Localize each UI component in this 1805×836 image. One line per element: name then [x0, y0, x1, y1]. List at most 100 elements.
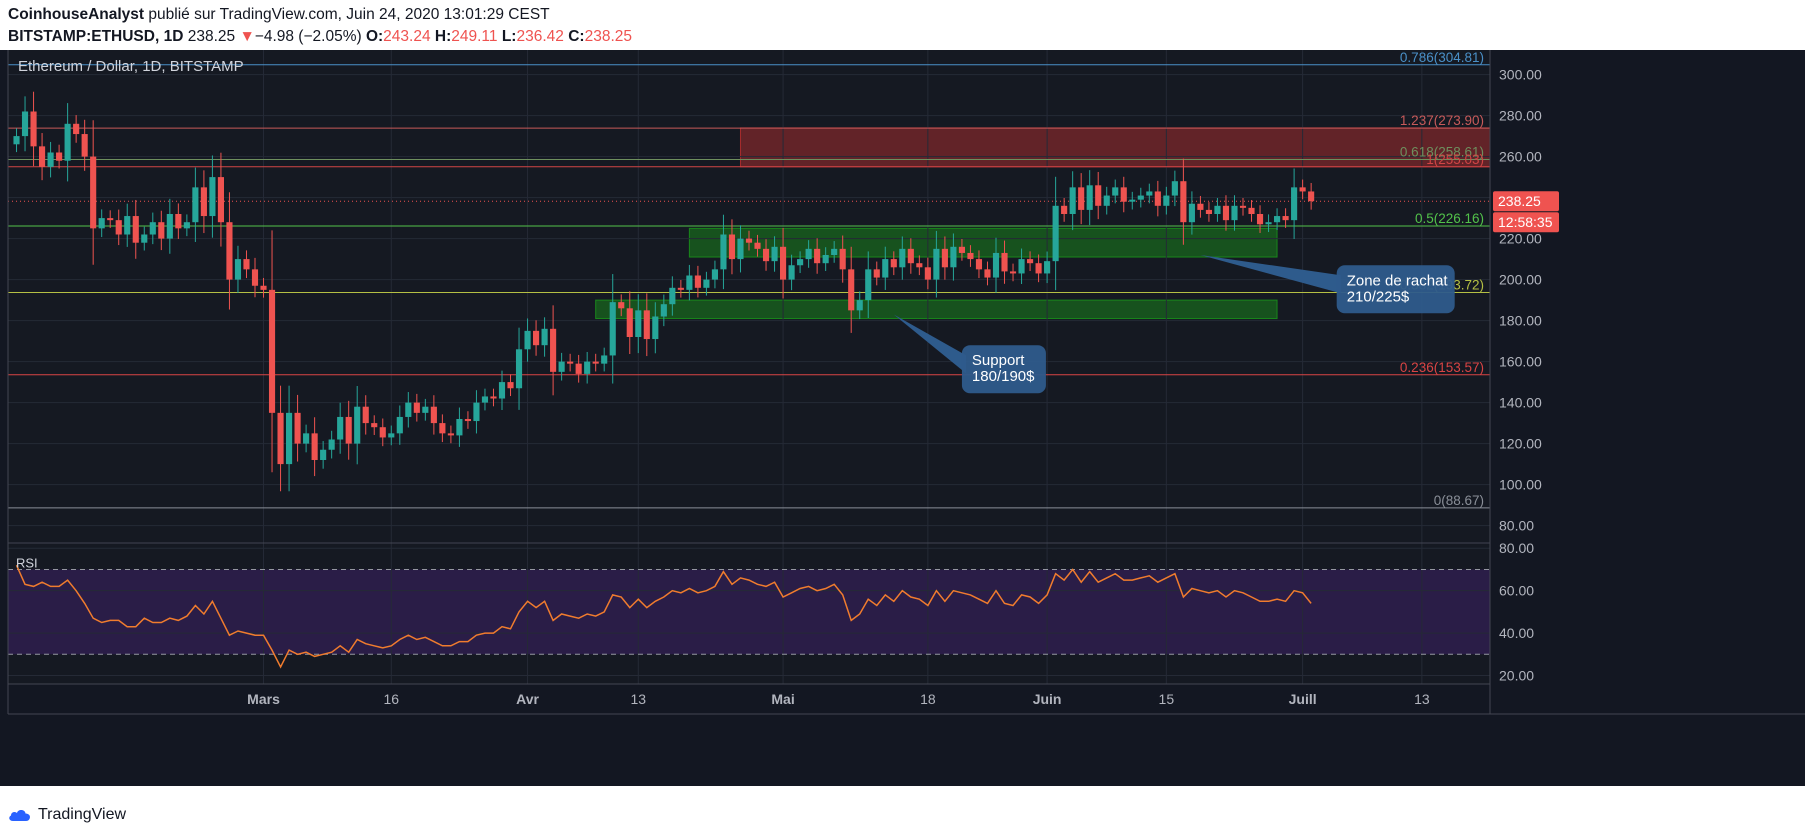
candle-body — [1078, 187, 1085, 210]
candle-body — [737, 238, 744, 260]
candle-body — [243, 259, 250, 270]
callout-pointer — [893, 314, 966, 374]
y-tick-label: 100.00 — [1499, 477, 1542, 493]
fib-label: 1(255.03) — [1426, 152, 1484, 167]
candle-body — [200, 187, 207, 217]
y-tick-label: 80.00 — [1499, 518, 1534, 534]
candle-body — [481, 396, 489, 403]
current-price-tag — [1493, 191, 1559, 212]
candle-body — [107, 218, 114, 221]
candle-body — [711, 269, 718, 280]
candle-body — [567, 361, 574, 364]
candle-body — [277, 412, 284, 465]
candle-body — [1197, 203, 1204, 210]
candle-body — [967, 252, 974, 260]
candle-body — [780, 246, 787, 280]
candle-body — [1035, 263, 1042, 274]
candle-body — [916, 263, 923, 268]
tradingview-brand[interactable]: TradingView — [38, 806, 127, 823]
candle-body — [354, 406, 361, 444]
candle-body — [533, 330, 540, 346]
y-tick-label: 160.00 — [1499, 354, 1542, 370]
fib-label: 0.786(304.81) — [1400, 50, 1484, 65]
candle-body — [371, 423, 378, 428]
x-tick-label: 13 — [630, 691, 646, 707]
y-tick-label: 300.00 — [1499, 67, 1542, 83]
candle-body — [1052, 205, 1059, 262]
candle-body — [899, 248, 906, 268]
candle-body — [941, 248, 948, 268]
candle-body — [975, 259, 983, 270]
candle-body — [1248, 207, 1255, 214]
candle-body — [39, 146, 46, 167]
price-chart[interactable]: 0.786(304.81)1.237(273.90)0.618(258.61)1… — [0, 50, 1805, 786]
candle-body — [992, 252, 1000, 278]
candle-body — [1009, 271, 1017, 274]
candle-body — [379, 427, 386, 438]
candle-body — [652, 316, 659, 340]
fib-label: 0(88.67) — [1434, 493, 1484, 508]
tradingview-cloud-icon — [9, 810, 31, 821]
y-tick-label: 260.00 — [1499, 149, 1542, 165]
x-tick-label: 13 — [1414, 691, 1430, 707]
candle-body — [183, 222, 190, 229]
candle-body — [924, 267, 931, 280]
candle-body — [686, 275, 693, 290]
price-pane — [8, 50, 1490, 542]
candle-body — [166, 214, 173, 239]
candle-body — [797, 259, 804, 266]
candle-body — [1222, 205, 1230, 221]
candle-body — [98, 218, 105, 229]
candle-body — [260, 285, 267, 290]
candle-body — [1027, 259, 1034, 264]
candle-body — [1154, 191, 1161, 206]
last-price: 238.25 — [187, 28, 236, 45]
candle-body — [584, 361, 591, 374]
candle-body — [839, 248, 846, 270]
low-label: L: — [501, 28, 517, 45]
callout-pointer — [1200, 255, 1341, 294]
published-info: publié sur TradingView.com, Juin 24, 202… — [148, 6, 550, 23]
candle-body — [64, 123, 71, 161]
candle-body — [1146, 191, 1153, 196]
rsi-line — [15, 564, 1312, 669]
high-value: 249.11 — [451, 28, 498, 45]
author-name[interactable]: CoinhouseAnalyst — [8, 6, 145, 23]
fib-label: 0.236(153.57) — [1400, 360, 1484, 375]
candle-body — [405, 402, 412, 417]
symbol-ohlc-bar: BITSTAMP:ETHUSD, 1D 238.25 ▼−4.98 (−2.05… — [8, 28, 632, 46]
price-change: −4.98 (−2.05%) — [254, 28, 362, 45]
candle-body — [498, 382, 506, 399]
x-tick-label: 16 — [383, 691, 399, 707]
candle-body — [592, 361, 599, 364]
rsi-tick-label: 60.00 — [1499, 583, 1534, 599]
candle-body — [286, 412, 293, 465]
candle-body — [1069, 187, 1076, 214]
candle-body — [388, 433, 395, 438]
publication-info: CoinhouseAnalyst publié sur TradingView.… — [8, 6, 550, 24]
candle-body — [1180, 181, 1187, 223]
candle-body — [464, 419, 471, 422]
fib-label: 0.618(258.61) — [1400, 144, 1484, 159]
candle-body — [209, 177, 216, 217]
x-tick-label: Juin — [1033, 691, 1062, 707]
x-tick-label: 18 — [920, 691, 936, 707]
candle-body — [149, 222, 156, 235]
candle-body — [413, 402, 420, 413]
buy-zone — [688, 227, 1278, 258]
candle-body — [873, 269, 880, 278]
candle-body — [907, 248, 914, 264]
candle-body — [473, 402, 480, 422]
x-tick-label: Mai — [771, 691, 794, 707]
candle-body — [754, 242, 761, 249]
rsi-band — [8, 569, 1490, 655]
open-value: 243.24 — [383, 28, 431, 45]
candle-body — [550, 328, 557, 372]
candle-body — [337, 416, 344, 440]
candle-body — [192, 187, 199, 223]
callout-box — [1336, 265, 1455, 314]
candle-body — [1129, 199, 1136, 202]
countdown-label: 12:58:35 — [1498, 214, 1553, 230]
candle-body — [745, 238, 753, 243]
candle-body — [47, 152, 54, 167]
